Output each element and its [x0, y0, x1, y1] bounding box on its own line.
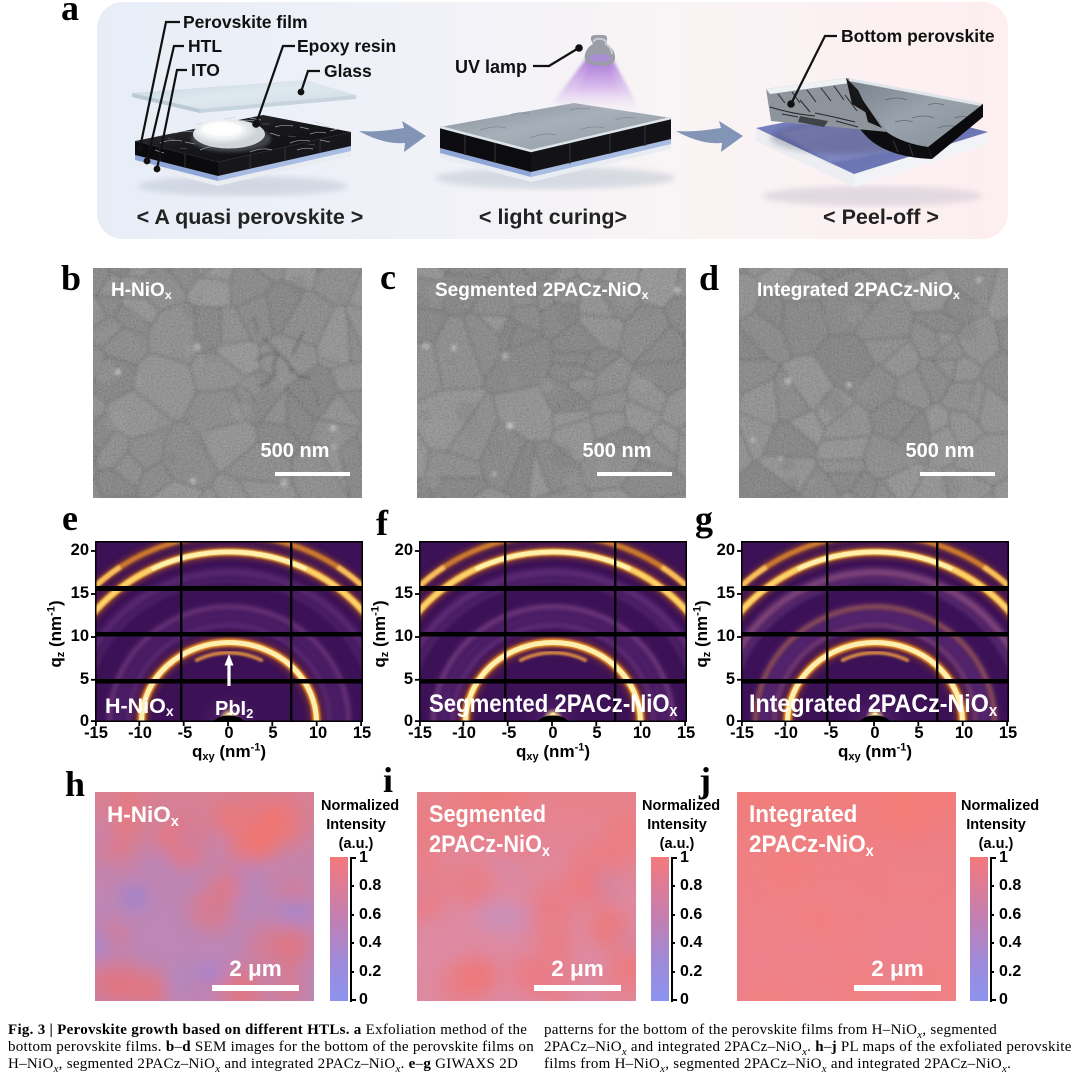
svg-text:Perovskite film: Perovskite film — [183, 12, 308, 32]
svg-text:Glass: Glass — [324, 61, 372, 81]
svg-text:< Peel-off >: < Peel-off > — [823, 205, 939, 229]
svg-text:ITO: ITO — [191, 60, 220, 80]
svg-text:< A quasi perovskite >: < A quasi perovskite > — [137, 205, 364, 229]
svg-text:UV lamp: UV lamp — [455, 57, 527, 77]
svg-text:< light curing>: < light curing> — [479, 205, 627, 229]
svg-text:HTL: HTL — [188, 36, 222, 56]
svg-text:Epoxy resin: Epoxy resin — [297, 36, 396, 56]
svg-text:Bottom perovskite: Bottom perovskite — [841, 26, 995, 46]
